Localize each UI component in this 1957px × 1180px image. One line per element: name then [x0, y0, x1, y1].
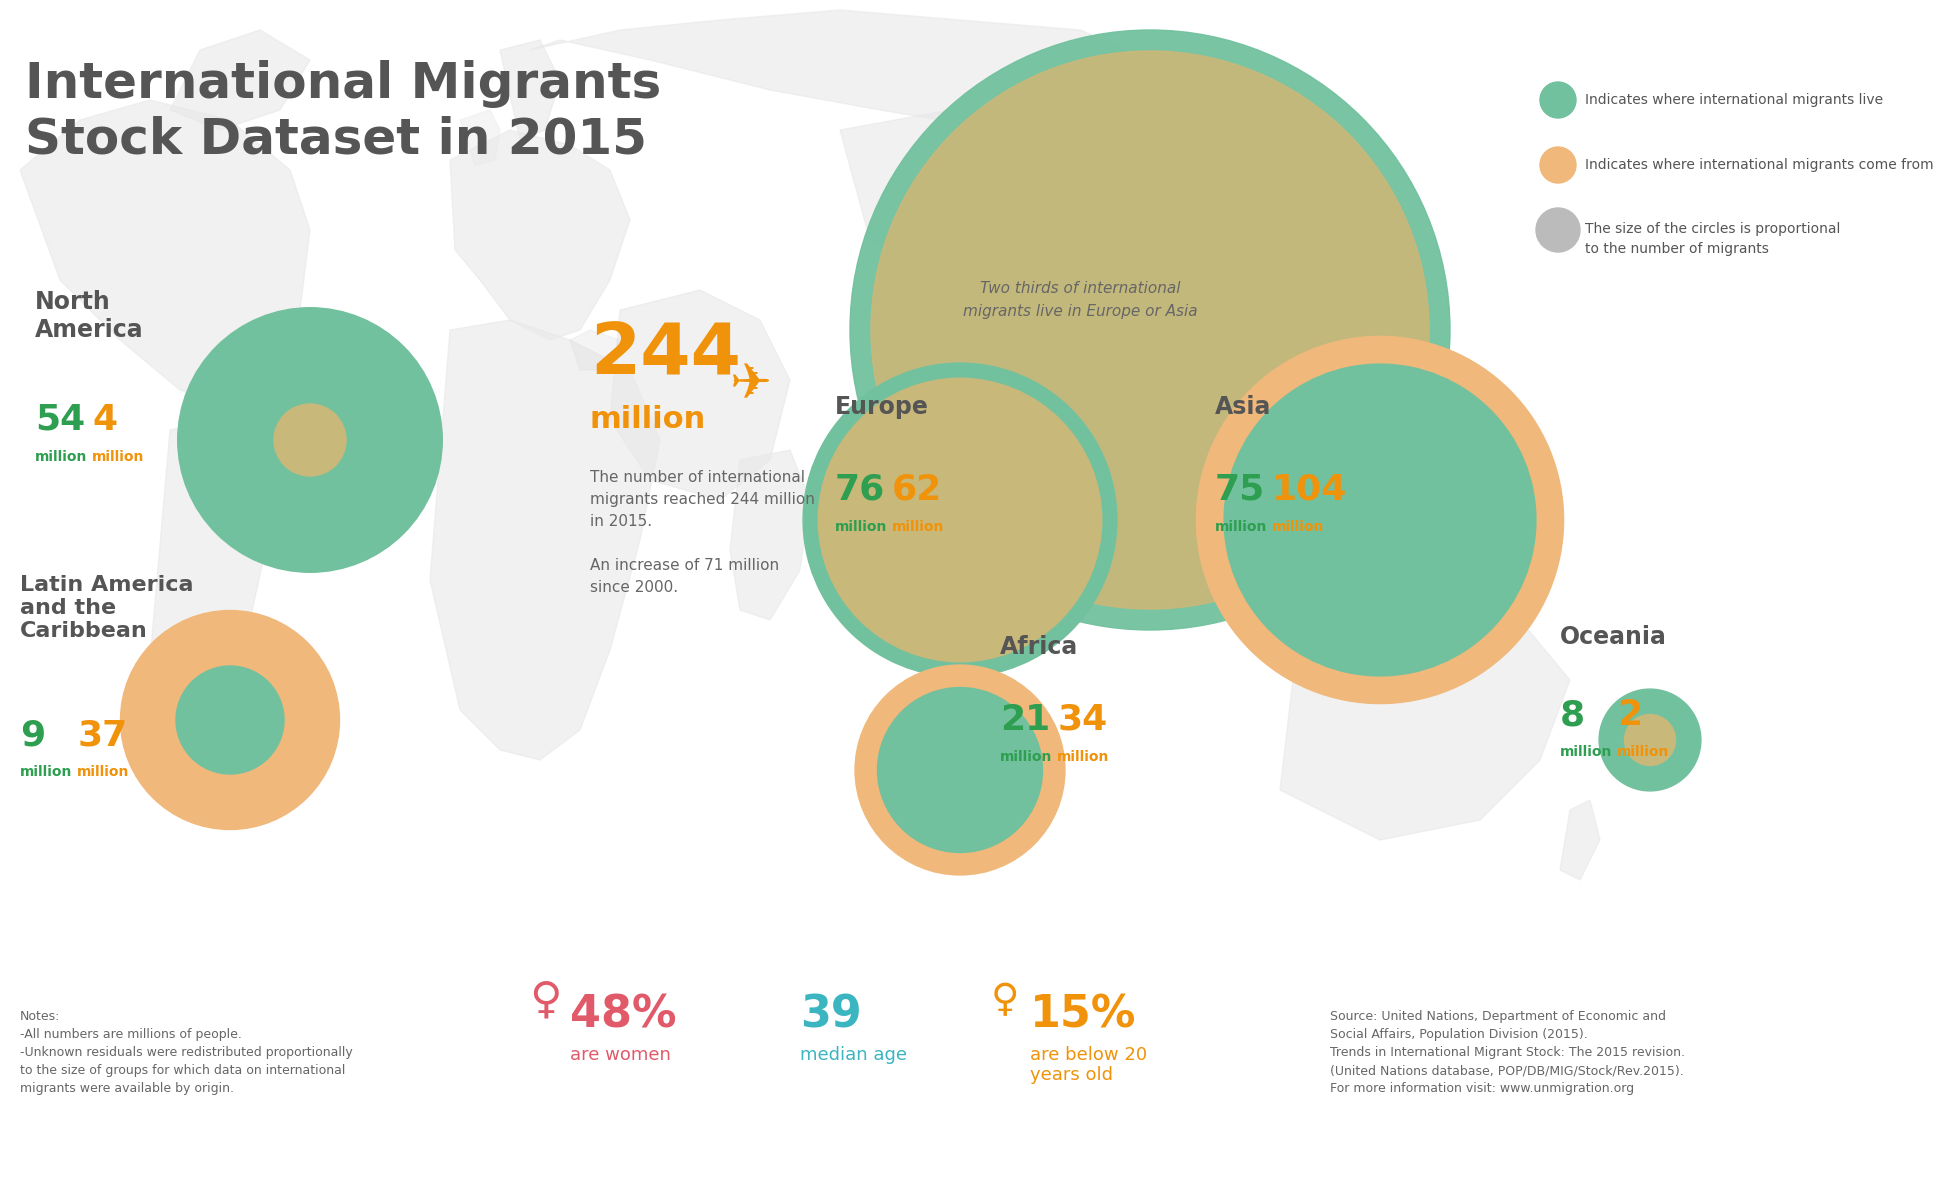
Text: 75: 75: [1215, 473, 1266, 507]
Text: Oceania: Oceania: [1560, 625, 1667, 649]
Circle shape: [1540, 81, 1575, 118]
Text: Indicates where international migrants come from: Indicates where international migrants c…: [1585, 158, 1934, 172]
Circle shape: [274, 404, 346, 476]
Text: 62: 62: [892, 473, 943, 507]
Text: to the number of migrants: to the number of migrants: [1585, 242, 1769, 256]
Polygon shape: [530, 9, 1151, 130]
Polygon shape: [611, 290, 791, 500]
Circle shape: [176, 666, 284, 774]
Text: An increase of 71 million: An increase of 71 million: [589, 558, 779, 573]
Text: ✈: ✈: [730, 361, 771, 409]
Polygon shape: [20, 100, 309, 409]
Text: migrants reached 244 million: migrants reached 244 million: [589, 492, 814, 507]
Text: Latin America
and the
Caribbean: Latin America and the Caribbean: [20, 575, 194, 642]
Text: 9: 9: [20, 717, 45, 752]
Polygon shape: [151, 420, 270, 730]
Polygon shape: [170, 30, 309, 130]
Text: Two thirds of international
migrants live in Europe or Asia: Two thirds of international migrants liv…: [963, 281, 1198, 319]
Text: International Migrants: International Migrants: [25, 60, 661, 109]
Polygon shape: [569, 330, 620, 371]
Text: since 2000.: since 2000.: [589, 581, 679, 595]
Circle shape: [1624, 715, 1675, 766]
Text: Stock Dataset in 2015: Stock Dataset in 2015: [25, 114, 648, 163]
Polygon shape: [730, 450, 810, 620]
Circle shape: [1599, 689, 1701, 791]
Text: million: million: [1057, 750, 1110, 763]
Text: million: million: [836, 520, 887, 535]
Text: Asia: Asia: [1215, 395, 1272, 419]
Text: years old: years old: [1029, 1066, 1114, 1084]
Text: 8: 8: [1560, 699, 1585, 732]
Text: million: million: [1215, 520, 1268, 535]
Circle shape: [1536, 208, 1579, 253]
Text: Africa: Africa: [1000, 635, 1078, 658]
Polygon shape: [460, 110, 499, 165]
Text: million: million: [35, 450, 88, 464]
Polygon shape: [450, 130, 630, 340]
Polygon shape: [431, 320, 660, 760]
Text: median age: median age: [800, 1045, 906, 1064]
Text: 37: 37: [76, 717, 127, 752]
Text: are women: are women: [569, 1045, 671, 1064]
Text: 2: 2: [1616, 699, 1642, 732]
Text: million: million: [1272, 520, 1325, 535]
Polygon shape: [840, 110, 1151, 290]
Text: 244: 244: [589, 321, 742, 389]
Text: 39: 39: [800, 994, 861, 1036]
Text: million: million: [892, 520, 945, 535]
Text: million: million: [589, 406, 706, 434]
Polygon shape: [1560, 800, 1601, 880]
Text: are below 20: are below 20: [1029, 1045, 1147, 1064]
Text: million: million: [1000, 750, 1053, 763]
Text: 54: 54: [35, 404, 86, 437]
Circle shape: [1540, 148, 1575, 183]
Circle shape: [121, 610, 339, 830]
Polygon shape: [1280, 599, 1570, 840]
Circle shape: [818, 379, 1102, 662]
Text: Source: United Nations, Department of Economic and
Social Affairs, Population Di: Source: United Nations, Department of Ec…: [1331, 1010, 1685, 1095]
Text: 15%: 15%: [1029, 994, 1137, 1036]
Polygon shape: [1100, 181, 1141, 240]
Text: 34: 34: [1057, 703, 1108, 738]
Circle shape: [855, 666, 1065, 874]
Polygon shape: [499, 40, 560, 140]
Circle shape: [871, 51, 1429, 609]
Text: in 2015.: in 2015.: [589, 514, 652, 529]
Circle shape: [1196, 336, 1564, 703]
Text: Notes:
-All numbers are millions of people.
-Unknown residuals were redistribute: Notes: -All numbers are millions of peop…: [20, 1010, 352, 1095]
Text: ♀: ♀: [528, 978, 562, 1022]
Circle shape: [802, 363, 1117, 677]
Text: ♀: ♀: [990, 981, 1020, 1020]
Text: 21: 21: [1000, 703, 1051, 738]
Text: 104: 104: [1272, 473, 1348, 507]
Circle shape: [178, 308, 442, 572]
Circle shape: [1225, 365, 1536, 676]
Text: The size of the circles is proportional: The size of the circles is proportional: [1585, 222, 1840, 236]
Text: Indicates where international migrants live: Indicates where international migrants l…: [1585, 93, 1883, 107]
Text: The number of international: The number of international: [589, 470, 804, 485]
Text: million: million: [20, 765, 72, 779]
Text: Europe: Europe: [836, 395, 930, 419]
Circle shape: [877, 688, 1043, 852]
Text: 76: 76: [836, 473, 885, 507]
Text: million: million: [76, 765, 129, 779]
Text: million: million: [1616, 745, 1669, 759]
Circle shape: [849, 30, 1450, 630]
Text: 48%: 48%: [569, 994, 677, 1036]
Polygon shape: [980, 330, 1100, 460]
Text: million: million: [92, 450, 145, 464]
Text: North
America: North America: [35, 290, 143, 342]
Text: 4: 4: [92, 404, 117, 437]
Text: million: million: [1560, 745, 1613, 759]
